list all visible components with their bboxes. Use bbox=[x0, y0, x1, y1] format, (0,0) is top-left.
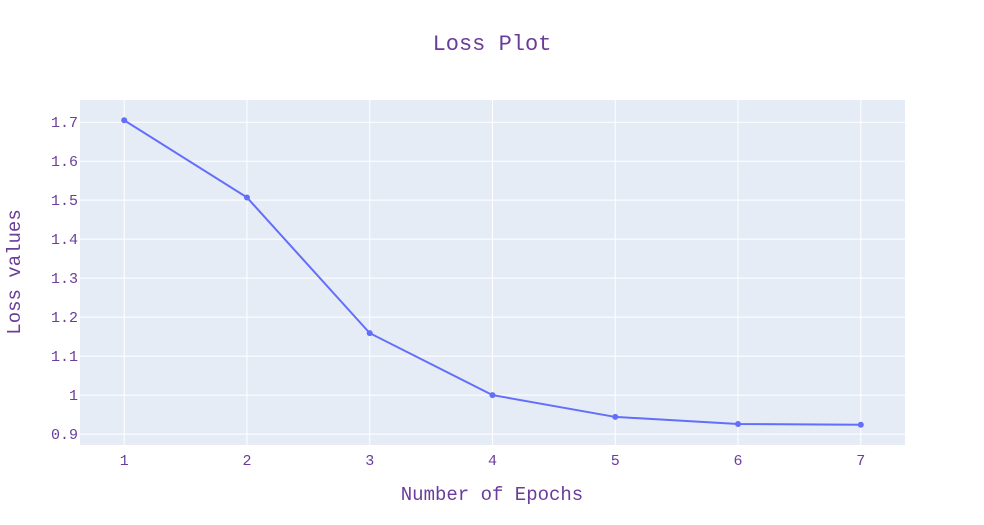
y-axis-title: Loss values bbox=[4, 209, 26, 334]
x-tick-label: 6 bbox=[734, 453, 743, 470]
data-point bbox=[489, 392, 496, 399]
x-tick-label: 5 bbox=[611, 453, 620, 470]
x-tick-label: 4 bbox=[488, 453, 497, 470]
loss-series-points bbox=[121, 117, 864, 428]
y-gridlines bbox=[80, 121, 905, 435]
y-tick-label: 1 bbox=[69, 388, 78, 405]
y-tick-label: 1.4 bbox=[51, 232, 78, 249]
x-tick-label: 3 bbox=[365, 453, 374, 470]
y-tick-label: 1.3 bbox=[51, 271, 78, 288]
y-tick-label: 0.9 bbox=[51, 427, 78, 444]
data-point bbox=[243, 194, 250, 201]
y-tick-label: 1.5 bbox=[51, 193, 78, 210]
y-tick-label: 1.2 bbox=[51, 310, 78, 327]
data-point bbox=[612, 413, 619, 420]
data-point bbox=[121, 117, 128, 124]
data-point bbox=[857, 421, 864, 428]
x-tick-labels: 1 2 3 4 5 6 7 bbox=[120, 453, 866, 470]
chart-title: Loss Plot bbox=[433, 32, 552, 57]
y-tick-label: 1.6 bbox=[51, 154, 78, 171]
y-tick-label: 1.7 bbox=[51, 115, 78, 132]
data-point bbox=[735, 420, 742, 427]
data-point bbox=[366, 330, 373, 337]
x-tick-label: 2 bbox=[242, 453, 251, 470]
x-tick-label: 7 bbox=[856, 453, 865, 470]
y-tick-label: 1.1 bbox=[51, 349, 78, 366]
x-gridlines bbox=[123, 100, 862, 445]
y-tick-labels: 0.9 1 1.1 1.2 1.3 1.4 1.5 1.6 1.7 bbox=[51, 115, 78, 444]
x-axis-title: Number of Epochs bbox=[401, 484, 583, 506]
x-tick-label: 1 bbox=[120, 453, 129, 470]
